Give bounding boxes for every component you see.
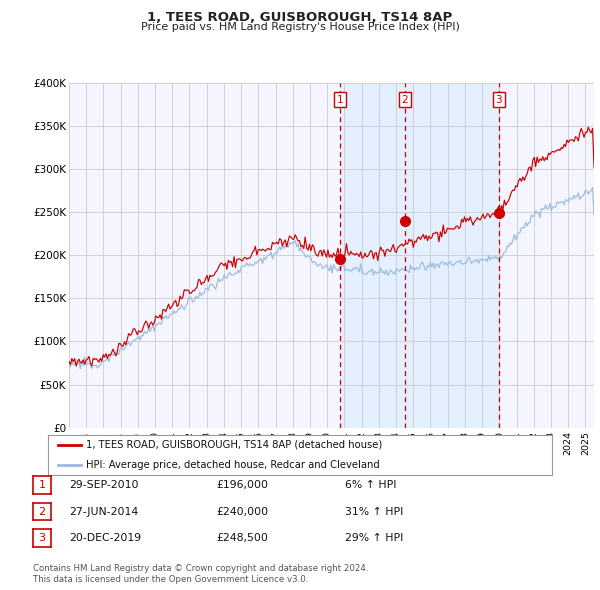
- Text: Price paid vs. HM Land Registry's House Price Index (HPI): Price paid vs. HM Land Registry's House …: [140, 22, 460, 32]
- Text: £240,000: £240,000: [216, 507, 268, 516]
- Bar: [404, 83, 499, 428]
- Text: 31% ↑ HPI: 31% ↑ HPI: [345, 507, 403, 516]
- Text: 29% ↑ HPI: 29% ↑ HPI: [345, 533, 403, 543]
- Text: 2: 2: [38, 507, 46, 516]
- Text: This data is licensed under the Open Government Licence v3.0.: This data is licensed under the Open Gov…: [33, 575, 308, 584]
- Text: 27-JUN-2014: 27-JUN-2014: [69, 507, 138, 516]
- Text: 1, TEES ROAD, GUISBOROUGH, TS14 8AP: 1, TEES ROAD, GUISBOROUGH, TS14 8AP: [148, 11, 452, 24]
- Text: HPI: Average price, detached house, Redcar and Cleveland: HPI: Average price, detached house, Redc…: [86, 460, 380, 470]
- Text: 1, TEES ROAD, GUISBOROUGH, TS14 8AP (detached house): 1, TEES ROAD, GUISBOROUGH, TS14 8AP (det…: [86, 440, 382, 450]
- Text: £196,000: £196,000: [216, 480, 268, 490]
- Bar: [340, 83, 404, 428]
- Text: £248,500: £248,500: [216, 533, 268, 543]
- Text: 29-SEP-2010: 29-SEP-2010: [69, 480, 139, 490]
- Text: 3: 3: [38, 533, 46, 543]
- Text: 1: 1: [38, 480, 46, 490]
- Text: 1: 1: [337, 95, 343, 105]
- Text: Contains HM Land Registry data © Crown copyright and database right 2024.: Contains HM Land Registry data © Crown c…: [33, 565, 368, 573]
- Text: 2: 2: [401, 95, 408, 105]
- Text: 6% ↑ HPI: 6% ↑ HPI: [345, 480, 397, 490]
- Text: 20-DEC-2019: 20-DEC-2019: [69, 533, 141, 543]
- Text: 3: 3: [496, 95, 502, 105]
